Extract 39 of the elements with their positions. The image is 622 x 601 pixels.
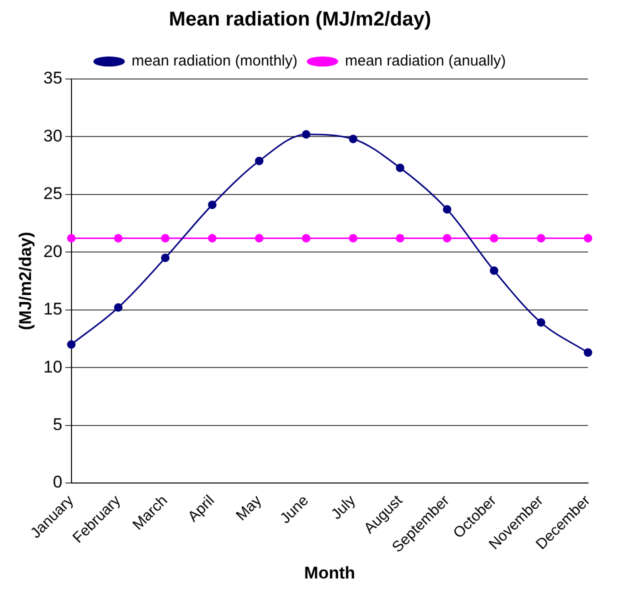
legend-label: mean radiation (anually) bbox=[344, 52, 506, 70]
y-tick-label: 0 bbox=[52, 472, 62, 492]
chart-title: Mean radiation (MJ/m2/day) bbox=[168, 8, 432, 31]
point bbox=[254, 156, 264, 166]
point bbox=[536, 234, 546, 243]
point bbox=[208, 234, 216, 243]
point bbox=[114, 303, 123, 312]
y-tick-label: 10 bbox=[43, 357, 62, 376]
point bbox=[442, 205, 452, 214]
point bbox=[396, 234, 404, 243]
legend-label: mean radiation (monthly) bbox=[132, 52, 298, 70]
point bbox=[161, 234, 170, 243]
y-axis-title: (MJ/m2/day) bbox=[16, 232, 35, 330]
point bbox=[396, 164, 404, 172]
point bbox=[114, 234, 123, 243]
point bbox=[348, 234, 358, 243]
x-tick-label: July bbox=[328, 492, 360, 523]
point bbox=[67, 340, 76, 349]
point bbox=[348, 134, 358, 144]
point bbox=[302, 130, 310, 139]
point bbox=[161, 254, 170, 262]
y-tick-label: 25 bbox=[43, 184, 62, 204]
x-tick-label: May bbox=[232, 492, 266, 524]
point bbox=[584, 348, 592, 357]
point bbox=[67, 234, 76, 243]
point bbox=[584, 234, 592, 243]
point bbox=[208, 200, 216, 210]
x-axis-title: Month bbox=[304, 563, 356, 582]
point bbox=[490, 266, 498, 275]
point bbox=[536, 318, 546, 327]
y-tick-label: 15 bbox=[43, 300, 62, 319]
y-tick-label: 5 bbox=[52, 414, 62, 434]
y-tick-label: 30 bbox=[43, 126, 62, 146]
y-tick-label: 35 bbox=[43, 68, 62, 88]
point bbox=[254, 234, 264, 243]
point bbox=[442, 234, 452, 243]
point bbox=[490, 234, 498, 243]
y-tick-label: 20 bbox=[43, 242, 62, 261]
point bbox=[302, 234, 310, 243]
